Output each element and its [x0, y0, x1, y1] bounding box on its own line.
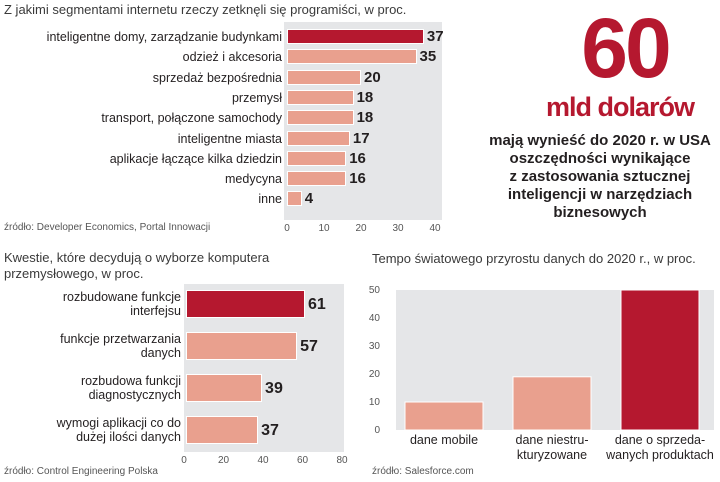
- chart1-x-tick: 40: [429, 223, 441, 234]
- chart1-value-label: 20: [364, 68, 381, 86]
- chart1-value-label: 35: [419, 48, 437, 66]
- chart2-value-label: 39: [265, 380, 283, 397]
- chart1-value-label: 16: [349, 149, 366, 167]
- chart3-y-tick: 40: [369, 313, 381, 324]
- chart1-x-tick: 30: [392, 223, 404, 234]
- chart2-title: Kwestie, które decydują o wyborze komput…: [4, 250, 269, 282]
- chart2-value-label: 61: [307, 296, 326, 313]
- chart2-value-label: 37: [261, 422, 279, 439]
- chart2-category-label: wymogi aplikacji co do dużej ilości danyc…: [1, 416, 181, 444]
- callout-number: 60: [581, 1, 671, 95]
- chart2-x-tick: 40: [257, 455, 269, 466]
- chart3-y-tick: 0: [374, 425, 380, 436]
- chart1-x-tick: 20: [355, 223, 367, 234]
- chart1-category-label: sprzedaż bezpośrednia: [152, 70, 282, 85]
- chart2-title-line: przemysłowego, w proc.: [4, 266, 144, 281]
- chart2-category-line: diagnostycznych: [88, 388, 181, 402]
- callout-text: mają wynieść do 2020 r. w USA oszczędnoś…: [482, 132, 718, 222]
- chart1-category-label: medycyna: [225, 172, 282, 187]
- chart3-bar: [512, 376, 592, 431]
- chart3-svg: 0 10 20 30 40 50 dane mobile dane niestru-ktury…: [369, 285, 714, 462]
- chart3-category-label: dane o sprzeda-: [615, 433, 705, 447]
- chart1-bar: [287, 130, 350, 146]
- chart2-category-line: funkcje przetwarzania: [60, 332, 181, 346]
- chart3-y-tick: 20: [369, 369, 381, 380]
- callout-line: oszczędności wynikające: [509, 150, 691, 167]
- chart1-value-label: 4: [304, 190, 314, 208]
- chart1-value-label: 17: [352, 129, 370, 147]
- chart3-category-label: wanych produktach: [605, 448, 714, 462]
- chart1-value-label: 18: [356, 88, 374, 106]
- chart2-x-tick: 0: [181, 455, 187, 466]
- chart2-bar: [186, 290, 305, 318]
- chart1-category-label: przemysł: [231, 90, 282, 105]
- chart1-category-label: inne: [258, 192, 282, 207]
- chart3-bar: [404, 401, 484, 431]
- chart2-category-label: funkcje przetwarzania danych: [1, 332, 181, 360]
- chart2-x-tick: 20: [217, 455, 230, 466]
- chart2-title-line: Kwestie, które decydują o wyborze komput…: [4, 250, 270, 265]
- callout-line: inteligencji w narzędziach: [507, 186, 693, 203]
- chart1-bar: [287, 69, 361, 85]
- chart2-category-label: rozbudowane funkcje interfejsu: [1, 290, 181, 318]
- chart3-y-tick: 10: [369, 397, 381, 408]
- chart1-bar: [287, 171, 347, 187]
- chart2-bar: [186, 416, 259, 444]
- chart2-bar: [186, 332, 298, 360]
- chart2-category-line: rozbudowa funkcji: [80, 374, 181, 388]
- chart2-category-line: danych: [140, 346, 181, 360]
- chart1-value-label: 37: [426, 28, 444, 45]
- chart2-category-line: rozbudowane funkcje: [62, 290, 181, 304]
- chart2-category-label: rozbudowa funkcji diagnostycznych: [1, 374, 181, 402]
- chart3-category-label: dane mobile: [410, 433, 478, 447]
- chart2-category-line: wymogi aplikacji co do: [56, 416, 181, 430]
- chart1-x-tick: 10: [318, 223, 330, 234]
- chart1-category-label: inteligentne miasta: [177, 131, 282, 146]
- chart1-value-label: 18: [356, 109, 374, 127]
- chart3-y-tick: 50: [369, 285, 381, 296]
- chart2-x-tick: 60: [296, 455, 309, 466]
- chart3-category-label: kturyzowane: [517, 448, 587, 462]
- chart1-value-label: 16: [349, 170, 366, 188]
- chart1-category-label: odzież i akcesoria: [182, 50, 282, 65]
- chart1-x-tick: 0: [284, 223, 290, 234]
- chart2-source: źródło: Control Engineering Polska: [4, 466, 158, 477]
- chart1-bar: [287, 89, 354, 105]
- callout-line: z zastosowania sztucznej: [509, 168, 691, 185]
- chart1-bar: [287, 191, 302, 207]
- chart2-category-line: dużej ilości danych: [76, 430, 181, 444]
- chart3-category-label: dane niestru-: [516, 433, 589, 447]
- chart2-bar: [186, 374, 263, 402]
- chart1-bar: [287, 110, 354, 126]
- chart1-source: źródło: Developer Economics, Portal Inno…: [4, 222, 211, 233]
- chart1-bar: [287, 49, 417, 65]
- chart1-bar: [287, 29, 424, 44]
- chart3-bar: [620, 289, 700, 431]
- chart1-category-label: inteligentne domy, zarządzanie budynkami: [46, 30, 282, 44]
- chart3-y-tick: 30: [369, 341, 381, 352]
- chart1-title: Z jakimi segmentami internetu rzeczy zet…: [4, 2, 407, 17]
- callout-unit: mld dolarów: [545, 92, 695, 122]
- chart3-title: Tempo światowego przyrostu danych do 202…: [372, 251, 696, 266]
- chart1-category-label: transport, połączone samochody: [101, 111, 282, 126]
- chart2-category-line: interfejsu: [130, 304, 181, 318]
- chart1-category-label: aplikacje łączące kilka dziedzin: [109, 151, 282, 166]
- chart3-source: źródło: Salesforce.com: [372, 466, 474, 477]
- chart2-value-label: 57: [300, 338, 318, 355]
- callout-line: biznesowych: [553, 204, 647, 221]
- callout-line: mają wynieść do 2020 r. w USA: [489, 132, 711, 149]
- chart1-bar: [287, 150, 347, 166]
- chart2-x-tick: 80: [336, 455, 348, 466]
